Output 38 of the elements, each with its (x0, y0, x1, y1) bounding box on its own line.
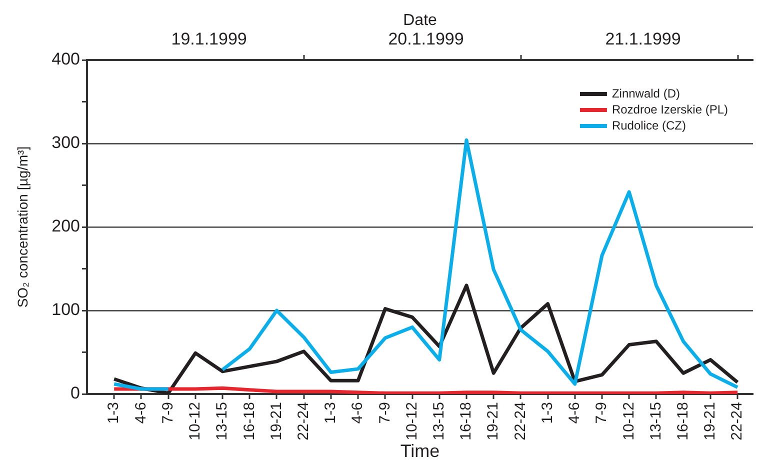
x-tick-label: 1-3 (105, 402, 122, 424)
x-tick-label: 1-3 (538, 402, 556, 424)
legend-label: Rudolice (CZ) (612, 118, 686, 132)
x-tick-label: 19-21 (484, 402, 502, 440)
x-tick-label: 4-6 (566, 402, 584, 424)
x2-tick-label: 20.1.1999 (388, 29, 464, 48)
x-tick-label: 16-18 (240, 402, 258, 440)
x-tick-label: 19-21 (702, 402, 719, 440)
x2-tick-label: 19.1.1999 (171, 29, 247, 48)
y-tick-label: 100 (52, 300, 80, 320)
y-tick-label: 400 (52, 50, 80, 69)
x-tick-label: 22-24 (512, 402, 529, 440)
x-tick-label: 22-24 (294, 402, 312, 440)
x-tick-label: 7-9 (159, 402, 176, 424)
legend-label: Rozdroe Izerskie (PL) (612, 102, 728, 116)
x-tick-label: 16-18 (458, 402, 475, 440)
x-tick-label: 13-15 (214, 402, 231, 440)
y-tick-label: 200 (52, 216, 80, 236)
x-tick-label: 16-18 (674, 402, 692, 440)
x-tick-label: 10-12 (620, 402, 638, 440)
x-axis-title: Time (400, 441, 440, 462)
x-tick-label: 13-15 (430, 402, 448, 440)
x-tick-label: 4-6 (349, 402, 366, 424)
x-tick-label: 19-21 (268, 402, 285, 440)
legend-label: Zinnwald (D) (612, 86, 680, 100)
y-tick-label: 0 (70, 384, 80, 403)
x-tick-label: 7-9 (376, 402, 394, 424)
x-tick-label: 7-9 (593, 402, 610, 424)
x-tick-label: 1-3 (322, 402, 340, 424)
x-tick-label: 13-15 (647, 402, 664, 440)
x-tick-label: 10-12 (403, 402, 420, 440)
y-axis-title: SO₂ concentration [µg/m³] (14, 146, 30, 308)
x2-tick-label: 21.1.1999 (605, 29, 681, 48)
x-tick-label: 22-24 (728, 402, 746, 440)
x-tick-label: 10-12 (186, 402, 204, 440)
x-tick-label: 4-6 (132, 402, 150, 424)
y-tick-label: 300 (52, 133, 80, 152)
x2-axis-title: Date (403, 12, 437, 30)
